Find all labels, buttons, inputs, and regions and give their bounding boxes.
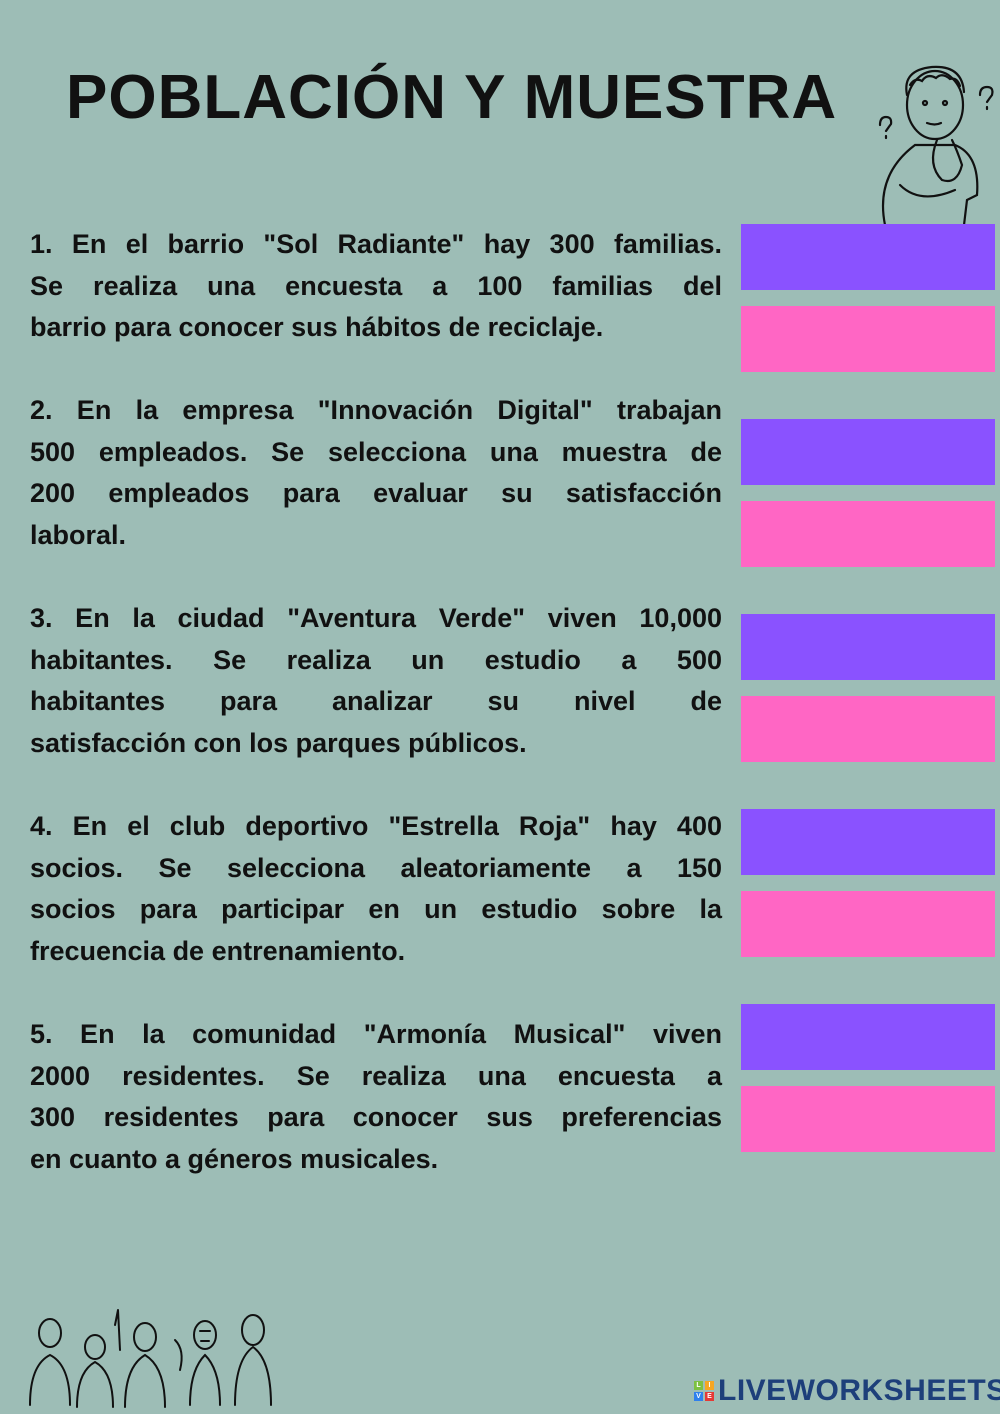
- answer-box-population-1[interactable]: [741, 224, 995, 290]
- question-line: 5. En la comunidad "Armonía Musical" viv…: [30, 1019, 722, 1049]
- thinking-person-icon: [878, 65, 994, 227]
- question-line: 2. En la empresa "Innovación Digital" tr…: [30, 395, 722, 425]
- answer-box-sample-1[interactable]: [741, 306, 995, 372]
- answer-box-population-5[interactable]: [741, 1004, 995, 1070]
- live-badge-icon: L I V E: [694, 1381, 714, 1401]
- answer-box-sample-4[interactable]: [741, 891, 995, 957]
- answer-box-population-3[interactable]: [741, 614, 995, 680]
- question-line: 2000 residentes. Se realiza una encuesta…: [30, 1060, 722, 1091]
- question-line: 200 empleados para evaluar su satisfacci…: [30, 478, 722, 509]
- group-of-people-icon: [29, 1309, 272, 1408]
- answer-box-sample-5[interactable]: [741, 1086, 995, 1152]
- question-2: 2. En la empresa "Innovación Digital" tr…: [30, 390, 722, 556]
- question-line: habitantes para analizar su nivel de: [30, 686, 722, 717]
- question-line: 1. En el barrio "Sol Radiante" hay 300 f…: [30, 229, 722, 259]
- answer-box-sample-2[interactable]: [741, 501, 995, 567]
- badge-letter: L: [694, 1381, 703, 1390]
- question-line: 300 residentes para conocer sus preferen…: [30, 1102, 722, 1133]
- question-line: habitantes. Se realiza un estudio a 500: [30, 644, 722, 675]
- answer-box-sample-3[interactable]: [741, 696, 995, 762]
- logo-text: LIVEWORKSHEETS: [718, 1374, 1000, 1407]
- badge-letter: E: [705, 1392, 714, 1401]
- question-line: 500 empleados. Se selecciona una muestra…: [30, 436, 722, 467]
- question-line: 3. En la ciudad "Aventura Verde" viven 1…: [30, 603, 722, 633]
- page-title: POBLACIÓN Y MUESTRA: [66, 63, 838, 132]
- badge-letter: V: [694, 1392, 703, 1401]
- question-line: socios. Se selecciona aleatoriamente a 1…: [30, 852, 722, 883]
- question-line: en cuanto a géneros musicales.: [30, 1143, 439, 1174]
- question-line: 4. En el club deportivo "Estrella Roja" …: [30, 811, 722, 841]
- question-3: 3. En la ciudad "Aventura Verde" viven 1…: [30, 598, 722, 764]
- question-line: barrio para conocer sus hábitos de recic…: [30, 312, 604, 343]
- question-1: 1. En el barrio "Sol Radiante" hay 300 f…: [30, 224, 722, 349]
- badge-letter: I: [705, 1381, 714, 1390]
- question-line: socios para participar en un estudio sob…: [30, 894, 722, 925]
- question-4: 4. En el club deportivo "Estrella Roja" …: [30, 806, 722, 972]
- answer-box-population-4[interactable]: [741, 809, 995, 875]
- question-line: satisfacción con los parques públicos.: [30, 727, 527, 758]
- question-line: frecuencia de entrenamiento.: [30, 935, 406, 966]
- question-5: 5. En la comunidad "Armonía Musical" viv…: [30, 1014, 722, 1180]
- question-line: Se realiza una encuesta a 100 familias d…: [30, 270, 722, 301]
- question-line: laboral.: [30, 519, 127, 550]
- answer-box-population-2[interactable]: [741, 419, 995, 485]
- liveworksheets-logo: L I V E LIVEWORKSHEETS: [694, 1374, 1000, 1408]
